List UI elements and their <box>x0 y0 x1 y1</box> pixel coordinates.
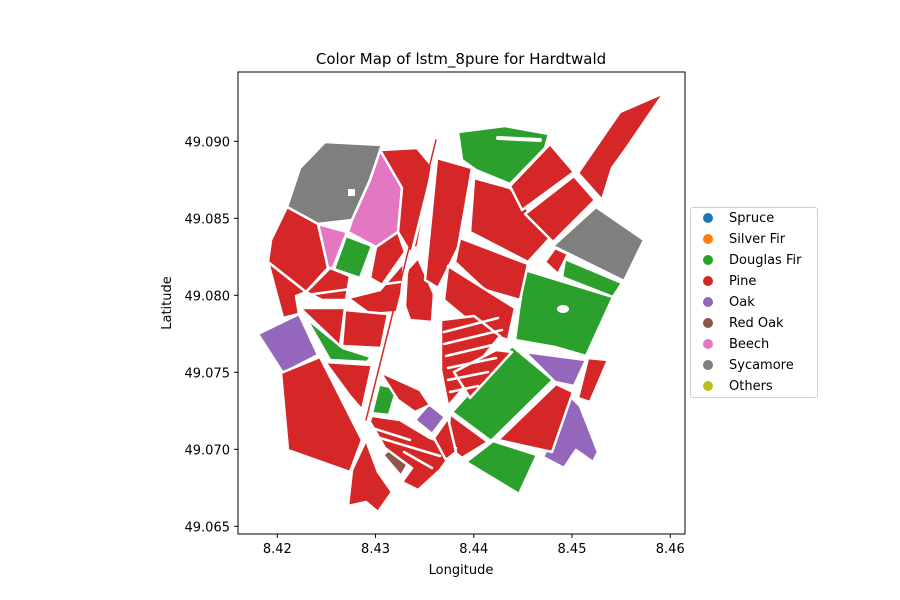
parcel-pine <box>378 370 432 414</box>
road-line <box>448 384 480 394</box>
legend-marker <box>703 213 713 223</box>
legend-label: Sycamore <box>729 357 794 373</box>
legend-item: Red Oak <box>703 313 784 333</box>
legend-marker <box>703 318 713 328</box>
legend-marker <box>703 339 713 349</box>
parcel-pine <box>468 176 552 264</box>
x-tick-label: 8.44 <box>459 542 488 557</box>
parcel-pine <box>346 438 394 514</box>
legend-item: Douglas Fir <box>703 250 801 270</box>
y-tick-label: 49.070 <box>185 443 231 458</box>
legend-marker <box>703 234 713 244</box>
legend-label: Oak <box>729 294 755 310</box>
x-tick-label: 8.46 <box>656 542 685 557</box>
parcel-douglas-fir <box>332 234 374 280</box>
parcel-oak <box>256 312 320 375</box>
legend-label: Spruce <box>729 210 775 226</box>
parcel-pine <box>279 355 364 474</box>
parcel-pine <box>432 416 458 462</box>
legend-label: Douglas Fir <box>729 252 802 268</box>
parcel-pine <box>403 256 436 324</box>
legend-marker <box>703 297 713 307</box>
parcels-layer <box>256 91 666 514</box>
legend-label: Red Oak <box>729 315 784 331</box>
clearing-mark <box>348 189 355 196</box>
road-line <box>365 139 437 421</box>
legend-item: Beech <box>703 334 769 354</box>
road-lines <box>298 136 569 470</box>
parcel-pine <box>266 260 308 320</box>
road-line <box>442 316 500 334</box>
clearing-mark <box>557 305 569 313</box>
legend-marker <box>703 381 713 391</box>
chart-title: Color Map of lstm_8pure for Hardtwald <box>316 50 606 69</box>
y-tick-label: 49.080 <box>185 289 231 304</box>
road-line <box>446 370 490 382</box>
road-line <box>446 356 498 370</box>
legend-item: Silver Fir <box>703 229 785 249</box>
y-tick-label: 49.085 <box>185 212 231 227</box>
road-line <box>368 138 442 422</box>
parcel-pine <box>496 382 575 454</box>
parcel-oak <box>413 402 447 436</box>
parcel-pine <box>453 236 530 302</box>
x-axis: 8.42 8.43 8.44 8.45 8.46 <box>263 534 685 557</box>
legend-marker <box>703 360 713 370</box>
y-axis-label: Latitude <box>160 276 175 330</box>
parcel-pine <box>323 360 374 412</box>
x-tick-label: 8.45 <box>558 542 587 557</box>
road-line <box>402 450 434 470</box>
legend-label: Pine <box>729 273 757 289</box>
legend-item: Pine <box>703 271 756 291</box>
parcel-pine <box>508 142 576 212</box>
parcel-oak <box>523 350 588 388</box>
x-tick-label: 8.43 <box>361 542 390 557</box>
legend-item: Sycamore <box>703 355 794 375</box>
y-tick-label: 49.075 <box>185 366 231 381</box>
x-tick-label: 8.42 <box>263 542 292 557</box>
parcel-pine <box>340 308 390 350</box>
x-axis-label: Longitude <box>429 563 494 578</box>
legend-marker <box>703 276 713 286</box>
legend-marker <box>703 255 713 265</box>
road-line <box>442 328 504 346</box>
parcel-sycamore <box>551 205 646 283</box>
legend-item: Oak <box>703 292 755 312</box>
parcel-pine <box>576 356 610 404</box>
parcel-pine <box>523 174 597 244</box>
legend-label: Silver Fir <box>729 231 786 247</box>
parcel-pine <box>576 91 666 202</box>
y-axis: 49.065 49.070 49.075 49.080 49.085 49.090 <box>185 135 238 535</box>
road-line <box>370 426 412 442</box>
road-line <box>298 280 402 298</box>
road-line <box>378 436 442 458</box>
y-tick-label: 49.090 <box>185 135 231 150</box>
parcel-pine <box>368 230 407 287</box>
legend-item: Others <box>703 376 773 396</box>
parcel-pine <box>543 246 570 276</box>
parcel-douglas-fir <box>464 439 539 496</box>
y-tick-label: 49.065 <box>185 520 231 535</box>
legend: Spruce Silver Fir Douglas Fir Pine Oak Red Oa… <box>690 207 818 398</box>
legend-item: Spruce <box>703 208 774 228</box>
parcel-douglas-fir <box>560 257 624 299</box>
legend-label: Beech <box>729 336 770 352</box>
legend-label: Others <box>729 378 773 394</box>
road-line <box>496 136 542 142</box>
road-line <box>444 340 507 358</box>
parcel-pine <box>304 266 352 302</box>
